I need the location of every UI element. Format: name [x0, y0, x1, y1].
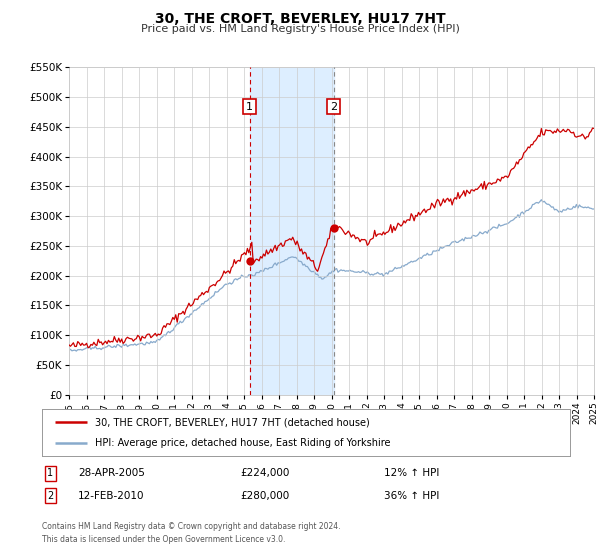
Bar — [250, 67, 334, 395]
Text: 1: 1 — [246, 101, 253, 111]
Text: Contains HM Land Registry data © Crown copyright and database right 2024.: Contains HM Land Registry data © Crown c… — [42, 522, 341, 531]
Text: This data is licensed under the Open Government Licence v3.0.: This data is licensed under the Open Gov… — [42, 535, 286, 544]
Text: 1: 1 — [47, 468, 53, 478]
Text: 2: 2 — [47, 491, 53, 501]
Text: £280,000: £280,000 — [240, 491, 289, 501]
Text: 30, THE CROFT, BEVERLEY, HU17 7HT: 30, THE CROFT, BEVERLEY, HU17 7HT — [155, 12, 445, 26]
Text: £224,000: £224,000 — [240, 468, 289, 478]
Text: HPI: Average price, detached house, East Riding of Yorkshire: HPI: Average price, detached house, East… — [95, 438, 391, 448]
Text: 12% ↑ HPI: 12% ↑ HPI — [384, 468, 439, 478]
Text: 2: 2 — [330, 101, 337, 111]
Text: 36% ↑ HPI: 36% ↑ HPI — [384, 491, 439, 501]
Text: 12-FEB-2010: 12-FEB-2010 — [78, 491, 145, 501]
Text: 30, THE CROFT, BEVERLEY, HU17 7HT (detached house): 30, THE CROFT, BEVERLEY, HU17 7HT (detac… — [95, 417, 370, 427]
Text: 28-APR-2005: 28-APR-2005 — [78, 468, 145, 478]
Text: Price paid vs. HM Land Registry's House Price Index (HPI): Price paid vs. HM Land Registry's House … — [140, 24, 460, 34]
